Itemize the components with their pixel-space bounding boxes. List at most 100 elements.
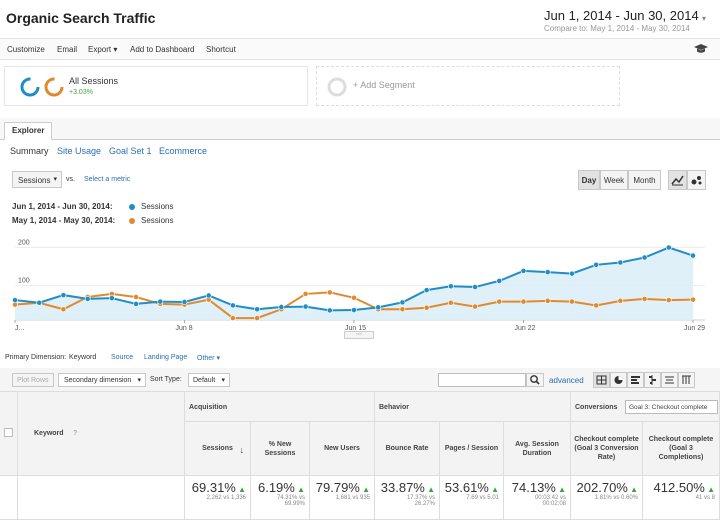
- data-point[interactable]: [690, 296, 696, 303]
- segment-all-sessions[interactable]: All Sessions +3.03%: [4, 66, 308, 106]
- data-point[interactable]: [593, 302, 600, 309]
- motion-chart-button[interactable]: [687, 170, 706, 190]
- month-button[interactable]: Month: [628, 170, 661, 190]
- view-term-cloud-button[interactable]: [661, 372, 678, 388]
- sort-type-select[interactable]: Default ▾: [188, 373, 230, 387]
- data-point[interactable]: [472, 284, 478, 290]
- data-point[interactable]: [230, 315, 236, 321]
- data-point[interactable]: [36, 299, 43, 306]
- data-point[interactable]: [12, 297, 18, 303]
- column-header-7[interactable]: Checkout complete (Goal 3 Completions): [643, 422, 720, 476]
- view-table-button[interactable]: [593, 372, 610, 388]
- data-point[interactable]: [569, 298, 575, 305]
- sessions-chart[interactable]: 200 100 J... Jun 8 Jun 15 Jun 22 Jun 29: [0, 228, 720, 338]
- data-point[interactable]: [447, 283, 454, 290]
- keyword-header[interactable]: Keyword ?: [18, 392, 185, 476]
- data-point[interactable]: [690, 252, 696, 259]
- data-point[interactable]: [617, 259, 624, 266]
- data-point[interactable]: [617, 297, 624, 304]
- column-header-3[interactable]: Bounce Rate: [375, 422, 440, 476]
- data-point[interactable]: [254, 306, 261, 313]
- data-point[interactable]: [423, 287, 430, 293]
- data-point[interactable]: [399, 306, 406, 313]
- tab-explorer[interactable]: Explorer: [4, 122, 53, 140]
- view-bar-button[interactable]: [627, 372, 644, 388]
- search-button[interactable]: [526, 373, 544, 387]
- data-point[interactable]: [544, 269, 551, 275]
- table-search-input[interactable]: [438, 373, 526, 387]
- add-dashboard-button[interactable]: Add to Dashboard: [130, 45, 195, 54]
- data-point[interactable]: [351, 307, 357, 313]
- subtab-ecommerce[interactable]: Ecommerce: [159, 146, 208, 156]
- export-button[interactable]: Export ▾: [88, 45, 118, 54]
- date-range[interactable]: Jun 1, 2014 - Jun 30, 2014: [544, 8, 699, 23]
- column-header-0[interactable]: Sessions ↓: [185, 422, 251, 476]
- metric-select[interactable]: Sessions ▾: [12, 171, 62, 188]
- data-point[interactable]: [254, 315, 261, 321]
- sort-desc-icon[interactable]: ↓: [239, 445, 245, 455]
- email-button[interactable]: Email: [57, 45, 78, 54]
- data-point[interactable]: [472, 303, 478, 310]
- column-header-1[interactable]: % New Sessions: [251, 422, 310, 476]
- data-point[interactable]: [302, 303, 309, 310]
- data-point[interactable]: [326, 289, 333, 296]
- data-point[interactable]: [569, 270, 575, 277]
- data-point[interactable]: [181, 299, 188, 305]
- data-point[interactable]: [351, 294, 357, 301]
- chevron-down-icon[interactable]: ▾: [702, 14, 707, 23]
- view-comparison-button[interactable]: [644, 372, 661, 388]
- select-metric-link[interactable]: Select a metric: [84, 176, 131, 183]
- column-header-2[interactable]: New Users: [310, 422, 375, 476]
- data-point[interactable]: [157, 298, 164, 305]
- goal-select[interactable]: Goal 3: Checkout complete: [625, 400, 718, 414]
- data-point[interactable]: [520, 268, 527, 274]
- graduation-cap-icon[interactable]: [694, 43, 708, 55]
- week-button[interactable]: Week: [600, 170, 628, 190]
- data-point[interactable]: [60, 292, 67, 298]
- chart-resize-handle[interactable]: ⋯: [344, 331, 374, 339]
- data-point[interactable]: [60, 306, 67, 313]
- data-point[interactable]: [496, 278, 503, 284]
- customize-button[interactable]: Customize: [7, 45, 45, 54]
- line-chart-button[interactable]: [668, 170, 687, 190]
- data-point[interactable]: [496, 298, 503, 305]
- dimension-source[interactable]: Source: [111, 354, 134, 361]
- data-point[interactable]: [520, 298, 527, 305]
- add-segment-button[interactable]: + Add Segment: [316, 66, 620, 106]
- shortcut-button[interactable]: Shortcut: [206, 45, 236, 54]
- data-point[interactable]: [326, 307, 333, 314]
- data-point[interactable]: [665, 297, 672, 303]
- data-point[interactable]: [230, 302, 236, 309]
- data-point[interactable]: [641, 296, 648, 302]
- subtab-goal-set[interactable]: Goal Set 1: [109, 146, 152, 156]
- column-header-4[interactable]: Pages / Session: [440, 422, 504, 476]
- select-all-checkbox[interactable]: [4, 428, 13, 437]
- data-point[interactable]: [302, 291, 309, 297]
- data-point[interactable]: [133, 301, 139, 307]
- subtab-site-usage[interactable]: Site Usage: [57, 146, 102, 156]
- dimension-keyword[interactable]: Keyword: [69, 354, 97, 361]
- dimension-other[interactable]: Other ▾: [197, 355, 220, 362]
- advanced-link[interactable]: advanced: [549, 376, 584, 385]
- data-point[interactable]: [665, 244, 672, 251]
- plot-rows-button[interactable]: Plot Rows: [12, 373, 54, 387]
- data-point[interactable]: [423, 304, 430, 311]
- data-point[interactable]: [447, 299, 454, 306]
- subtab-summary[interactable]: Summary: [10, 146, 49, 156]
- column-header-6[interactable]: Checkout complete (Goal 3 Conversion Rat…: [571, 422, 643, 476]
- view-pie-button[interactable]: [610, 372, 627, 388]
- data-point[interactable]: [544, 297, 551, 304]
- data-point[interactable]: [205, 292, 212, 299]
- data-point[interactable]: [278, 304, 285, 310]
- dimension-landing-page[interactable]: Landing Page: [144, 354, 188, 361]
- data-point[interactable]: [593, 261, 600, 268]
- column-header-5[interactable]: Avg. Session Duration: [504, 422, 571, 476]
- data-point[interactable]: [399, 299, 406, 306]
- day-button[interactable]: Day: [578, 170, 600, 190]
- data-point[interactable]: [641, 254, 648, 261]
- data-point[interactable]: [108, 295, 115, 302]
- data-point[interactable]: [84, 296, 91, 302]
- view-pivot-button[interactable]: [678, 372, 695, 388]
- secondary-dimension-select[interactable]: Secondary dimension ▾: [58, 373, 146, 387]
- data-point[interactable]: [375, 304, 382, 311]
